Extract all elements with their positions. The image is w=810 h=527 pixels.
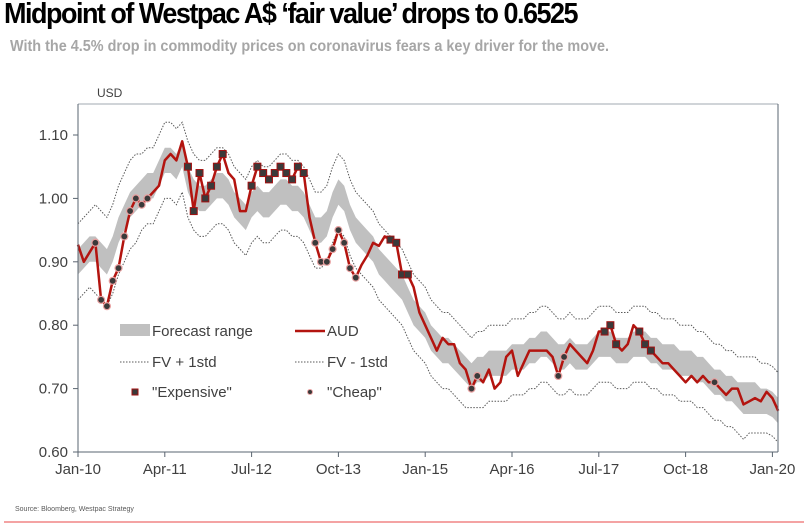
- cheap-marker: [131, 194, 140, 203]
- legend-item-std-dn: FV - 1std: [295, 354, 388, 371]
- legend-label: "Cheap": [327, 384, 382, 401]
- expensive-marker: [600, 327, 609, 336]
- y-tick-label: 0.80: [39, 317, 68, 334]
- legend-item-std-up: FV + 1std: [120, 354, 217, 371]
- x-tick-label: Jan-20: [749, 461, 795, 478]
- legend-label: FV - 1std: [327, 354, 388, 371]
- y-tick-label: 0.60: [39, 444, 68, 461]
- expensive-marker: [612, 340, 621, 349]
- legend-label: "Expensive": [152, 384, 232, 401]
- cheap-marker: [97, 295, 106, 304]
- x-tick-label: Jul-12: [231, 461, 272, 478]
- expensive-marker: [207, 181, 216, 190]
- cheap-marker: [554, 371, 563, 381]
- expensive-marker: [183, 162, 192, 171]
- aud-line: [76, 140, 780, 412]
- expensive-marker: [259, 169, 268, 178]
- cheap-marker: [143, 194, 152, 203]
- cheap-marker: [328, 245, 337, 254]
- expensive-marker: [264, 175, 273, 184]
- legend-item-band: Forecast range: [120, 323, 253, 340]
- expensive-marker: [189, 207, 198, 216]
- y-tick-label: 0.90: [39, 254, 68, 271]
- expensive-marker: [270, 169, 279, 178]
- expensive-marker: [403, 270, 412, 279]
- expensive-marker: [218, 150, 227, 159]
- expensive-marker: [641, 340, 650, 349]
- y-axis-unit-label: USD: [97, 86, 123, 100]
- chart-title: Midpoint of Westpac A$ ‘fair value’ drop…: [4, 0, 579, 30]
- expensive-marker: [392, 238, 401, 247]
- cheap-marker: [473, 371, 482, 381]
- expensive-marker: [247, 181, 256, 190]
- axes: 0.60 0.70 0.80 0.90 1.00 1.10 Jan-10 Apr-11 Jul-…: [39, 103, 795, 478]
- x-tick-label: Oct-18: [663, 461, 708, 478]
- cheap-marker: [120, 232, 129, 241]
- fv-minus-1std-line: [77, 190, 779, 443]
- x-tick-label: Oct-13: [316, 461, 361, 478]
- legend-item-aud: AUD: [295, 323, 359, 340]
- legend: Forecast range AUD FV + 1std FV - 1std "Expe…: [120, 323, 388, 401]
- x-tick-label: Apr-16: [489, 461, 534, 478]
- cheap-marker: [114, 264, 123, 273]
- cheap-marker: [91, 238, 100, 247]
- cheap-marker: [559, 352, 569, 361]
- x-tick-label: Apr-11: [143, 461, 187, 478]
- expensive-marker: [646, 346, 655, 355]
- expensive-marker: [253, 162, 262, 171]
- expensive-marker: [299, 169, 308, 178]
- cheap-marker: [108, 276, 117, 285]
- expensive-marker: [276, 162, 285, 171]
- cheap-marker: [710, 378, 719, 387]
- legend-item-expensive: "Expensive": [131, 384, 232, 401]
- cheap-marker: [102, 302, 112, 311]
- legend-label: Forecast range: [152, 323, 253, 340]
- source-note: Source: Bloomberg, Westpac Strategy: [15, 506, 134, 513]
- y-tick-label: 0.70: [39, 381, 68, 398]
- legend-label: AUD: [327, 323, 359, 340]
- cheap-marker: [467, 384, 476, 393]
- legend-swatch-expensive: [131, 388, 139, 396]
- x-tick-label: Jul-17: [578, 461, 619, 478]
- x-tick-label: Jan-15: [402, 461, 448, 478]
- x-tick-label: Jan-10: [55, 461, 101, 478]
- cheap-marker: [137, 200, 146, 209]
- legend-swatch-forecast-range: [120, 324, 150, 336]
- y-tick-label: 1.00: [39, 190, 68, 207]
- footer-rule: [4, 521, 804, 523]
- expensive-marker: [635, 327, 644, 336]
- expensive-marker: [606, 321, 615, 330]
- cheap-marker: [322, 257, 331, 266]
- expensive-marker: [212, 162, 221, 171]
- y-tick-label: 1.10: [39, 127, 68, 144]
- forecast-range-band: [78, 141, 779, 424]
- expensive-marker: [288, 175, 297, 184]
- expensive-marker: [282, 169, 291, 178]
- legend-label: FV + 1std: [152, 354, 217, 371]
- cheap-marker: [340, 238, 349, 247]
- cheap-marker: [125, 206, 135, 216]
- cheap-marker: [311, 238, 320, 247]
- expensive-marker: [195, 169, 204, 178]
- cheap-marker: [334, 226, 343, 235]
- legend-swatch-cheap: [307, 389, 313, 395]
- chart-subtitle: With the 4.5% drop in commodity prices o…: [10, 38, 610, 55]
- expensive-marker: [201, 194, 210, 203]
- cheap-marker: [351, 273, 360, 282]
- cheap-marker: [345, 264, 355, 273]
- expensive-marker: [293, 162, 302, 171]
- legend-item-cheap: "Cheap": [307, 384, 382, 401]
- plot-area: [76, 121, 780, 443]
- fv-plus-1std-line: [77, 121, 779, 374]
